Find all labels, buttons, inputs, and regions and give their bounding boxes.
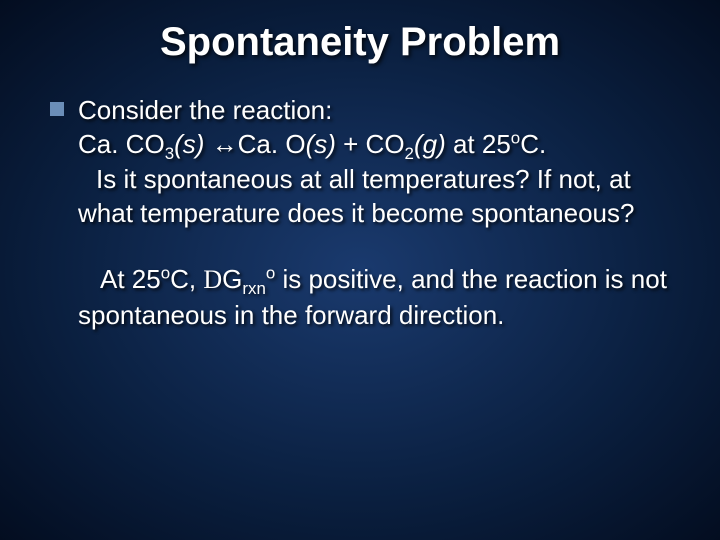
r-sub1: 3 bbox=[165, 145, 174, 164]
r-deg: o bbox=[511, 129, 520, 148]
r-mid: Ca. O bbox=[238, 129, 306, 159]
question-text: Is it spontaneous at all temperatures? I… bbox=[78, 164, 634, 228]
problem-text: Consider the reaction: Ca. CO3(s) ↔Ca. O… bbox=[78, 93, 670, 230]
r-state3: (g) bbox=[414, 129, 446, 159]
r-end: C. bbox=[520, 129, 546, 159]
r-sub2: 2 bbox=[405, 145, 414, 164]
bullet-item: Consider the reaction: Ca. CO3(s) ↔Ca. O… bbox=[50, 93, 670, 230]
a-g: G bbox=[222, 264, 242, 294]
r-prefix: Ca. CO bbox=[78, 129, 165, 159]
r-state1: (s) bbox=[174, 129, 204, 159]
a-c: C, bbox=[170, 264, 203, 294]
intro-text: Consider the reaction: bbox=[78, 95, 332, 125]
a-rxn: rxn bbox=[242, 279, 265, 298]
r-plus: + CO bbox=[336, 129, 405, 159]
reaction-line: Ca. CO3(s) ↔Ca. O(s) + CO2(g) at 25oC. bbox=[78, 129, 546, 159]
answer-block: At 25oC, DGrxno is positive, and the rea… bbox=[50, 262, 670, 332]
square-bullet-icon bbox=[50, 102, 64, 116]
answer-text: At 25oC, DGrxno is positive, and the rea… bbox=[78, 262, 670, 332]
slide-container: Spontaneity Problem Consider the reactio… bbox=[0, 0, 720, 540]
slide-title: Spontaneity Problem bbox=[50, 20, 670, 65]
r-state2: (s) bbox=[306, 129, 336, 159]
a-delta: D bbox=[203, 265, 222, 294]
a-at: At 25 bbox=[100, 264, 161, 294]
r-at: at 25 bbox=[446, 129, 511, 159]
r-arrow: ↔ bbox=[204, 129, 237, 159]
a-deg: o bbox=[161, 264, 170, 283]
a-sup-o: o bbox=[266, 264, 275, 283]
